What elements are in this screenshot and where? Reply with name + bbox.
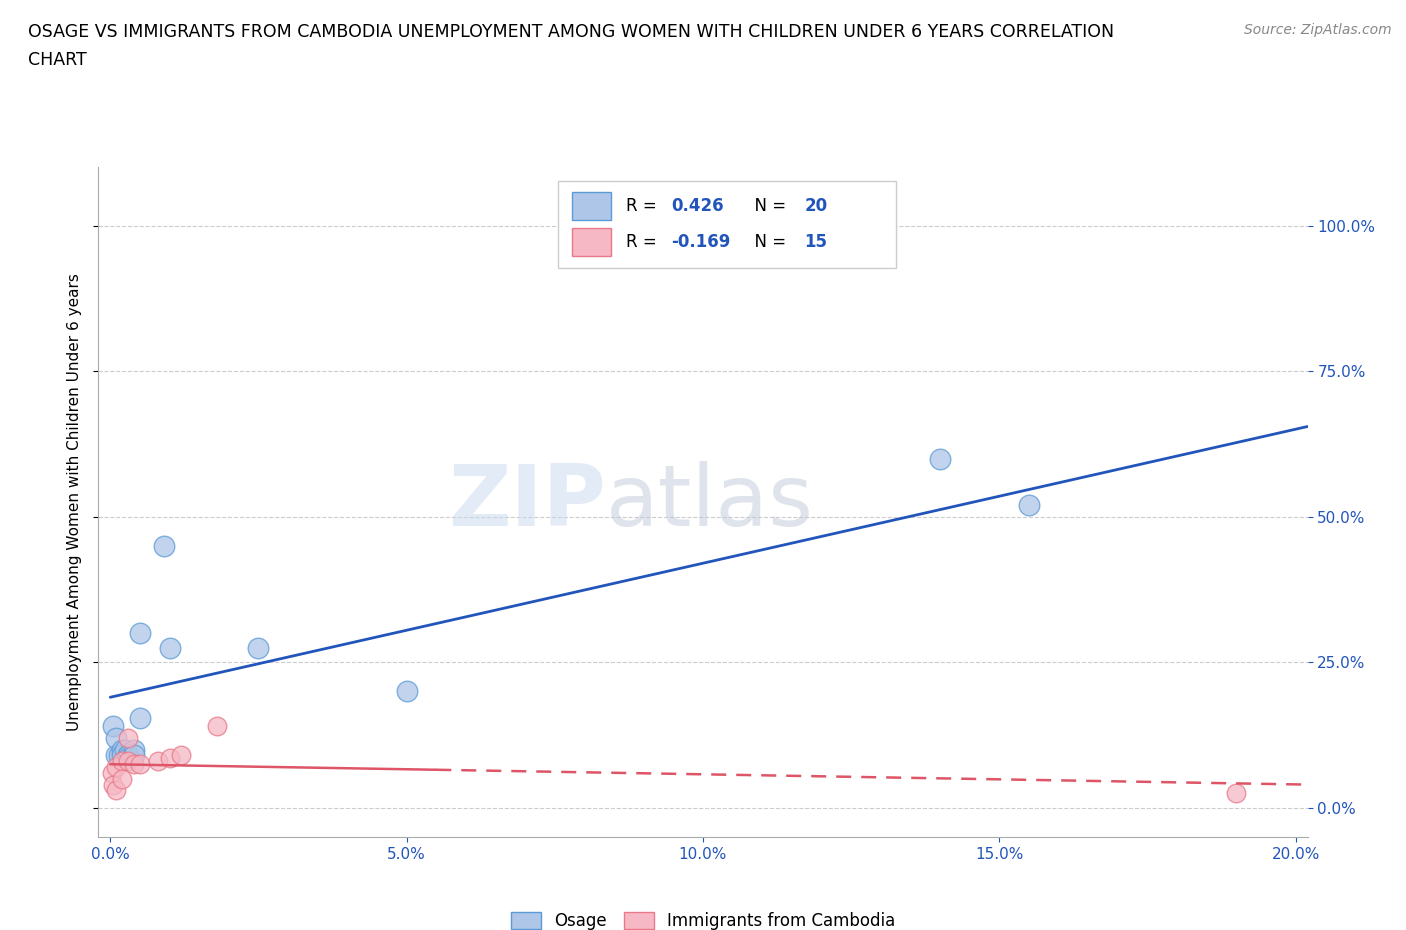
FancyBboxPatch shape [572, 192, 612, 219]
Text: atlas: atlas [606, 460, 814, 544]
Point [108, 748, 131, 763]
Text: ZIP: ZIP [449, 460, 606, 544]
Point [105, 783, 128, 798]
Point [111, 771, 134, 786]
Point [129, 626, 152, 641]
Point [205, 719, 228, 734]
Y-axis label: Unemployment Among Women with Children Under 6 years: Unemployment Among Women with Children U… [67, 273, 83, 731]
Text: N =: N = [744, 196, 792, 215]
Text: OSAGE VS IMMIGRANTS FROM CAMBODIA UNEMPLOYMENT AMONG WOMEN WITH CHILDREN UNDER 6: OSAGE VS IMMIGRANTS FROM CAMBODIA UNEMPL… [28, 23, 1114, 41]
Point [122, 742, 145, 757]
Point [117, 754, 139, 769]
Text: 0.426: 0.426 [672, 196, 724, 215]
Point [117, 731, 139, 746]
Text: 15: 15 [804, 232, 828, 251]
Point [111, 754, 134, 769]
Point [146, 754, 169, 769]
Point [105, 731, 128, 746]
Point [159, 641, 181, 656]
Point [395, 684, 418, 698]
Point [114, 742, 136, 757]
Point [103, 777, 125, 792]
Text: N =: N = [744, 232, 792, 251]
Point [117, 748, 139, 763]
Point [152, 538, 174, 553]
Point [117, 751, 139, 765]
Point [247, 641, 270, 656]
Legend: Osage, Immigrants from Cambodia: Osage, Immigrants from Cambodia [505, 906, 901, 930]
Text: CHART: CHART [28, 51, 87, 69]
Text: R =: R = [626, 196, 662, 215]
Point [159, 751, 181, 765]
Text: -0.169: -0.169 [672, 232, 731, 251]
Text: R =: R = [626, 232, 662, 251]
Point [1018, 498, 1040, 512]
Point [122, 757, 145, 772]
Point [129, 757, 152, 772]
Point [122, 748, 145, 763]
Point [929, 451, 952, 466]
FancyBboxPatch shape [572, 228, 612, 256]
Point [105, 748, 128, 763]
Point [101, 765, 124, 780]
Point [103, 719, 125, 734]
Text: Source: ZipAtlas.com: Source: ZipAtlas.com [1244, 23, 1392, 37]
Point [117, 748, 139, 763]
Point [170, 748, 193, 763]
Text: 20: 20 [804, 196, 828, 215]
Point [1225, 786, 1247, 801]
Point [129, 711, 152, 725]
Point [111, 748, 134, 763]
Point [111, 742, 134, 757]
FancyBboxPatch shape [558, 180, 897, 268]
Point [105, 760, 128, 775]
